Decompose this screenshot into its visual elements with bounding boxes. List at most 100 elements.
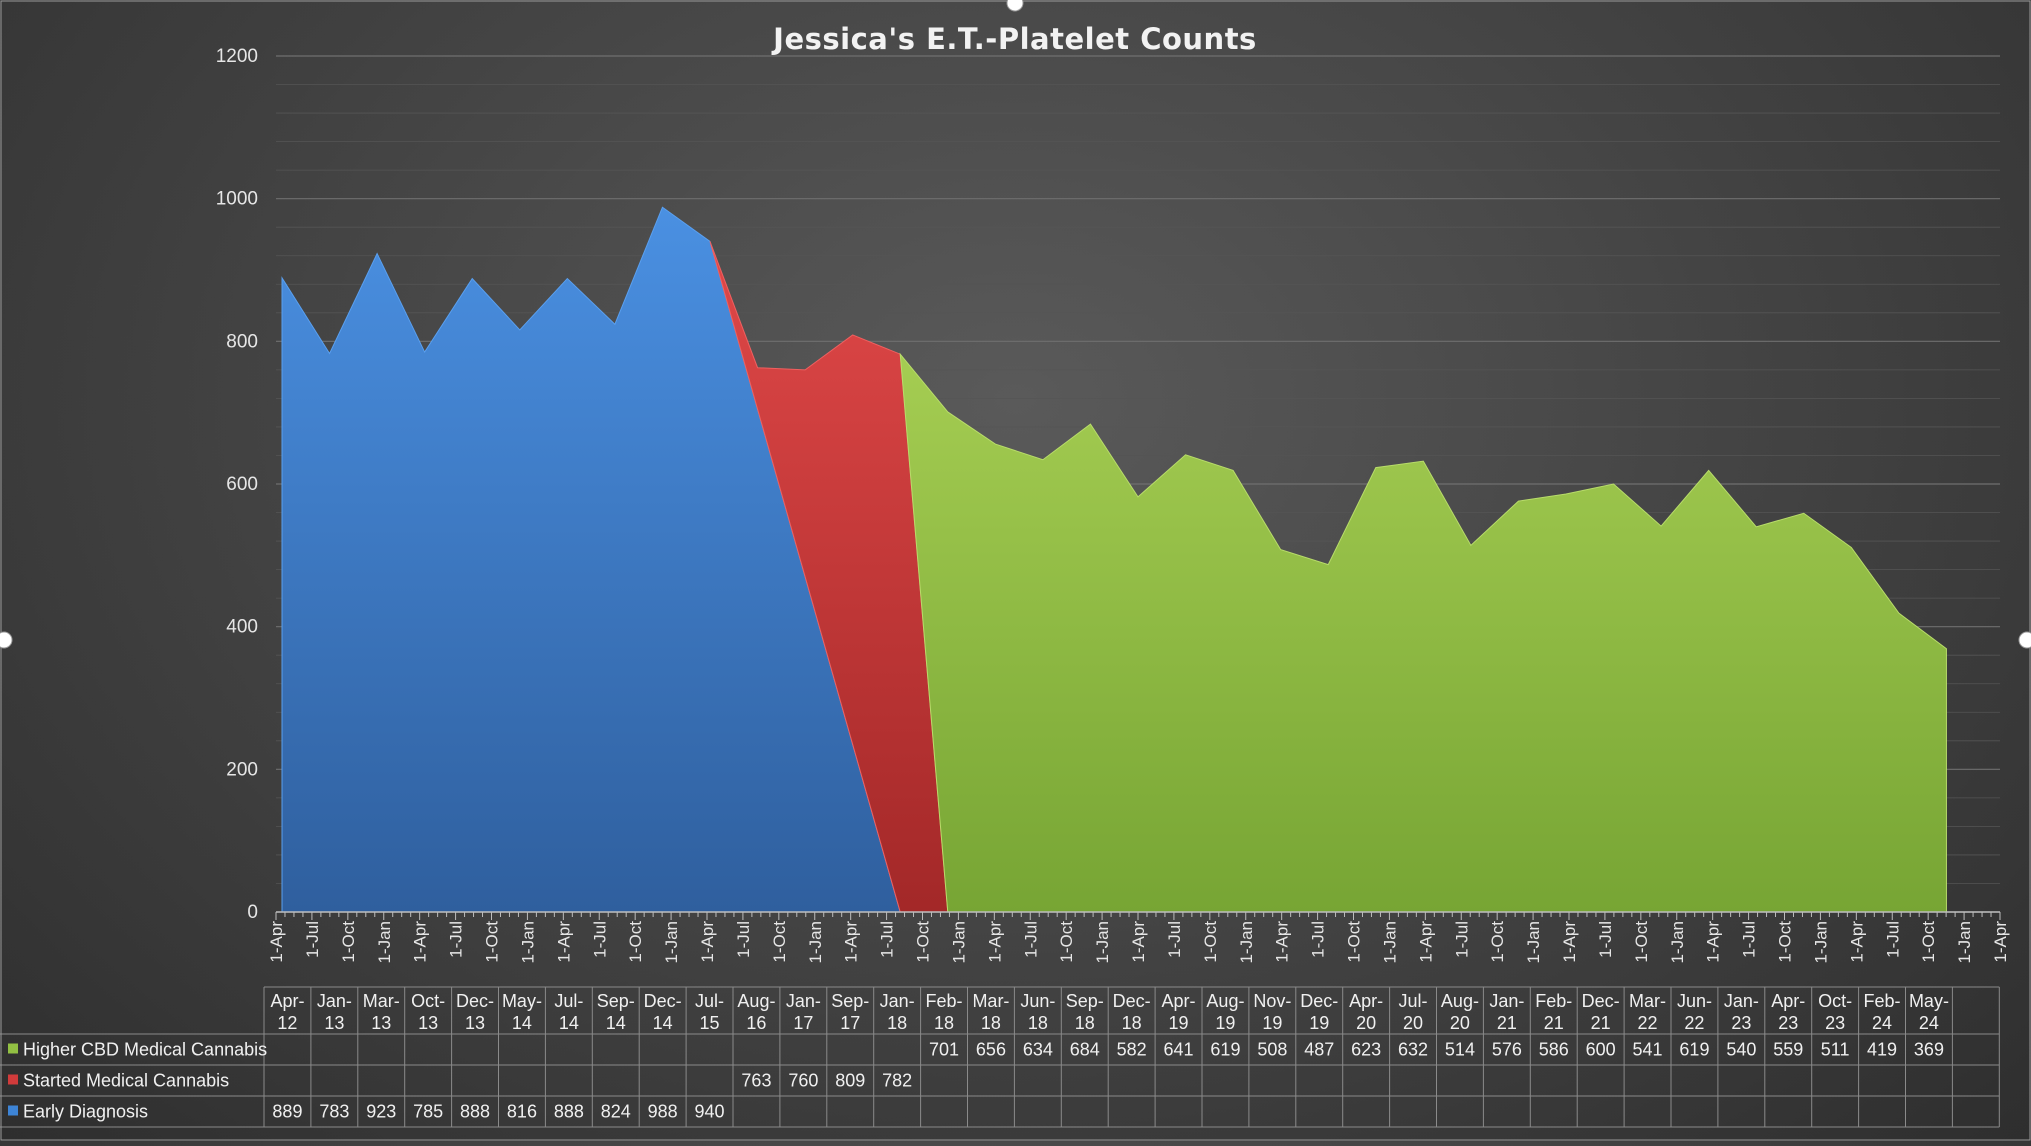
table-header-month: Sep- (831, 991, 869, 1011)
table-header-month: Dec- (456, 991, 494, 1011)
x-tick-label: 1-Apr (1847, 921, 1866, 963)
table-header-month: Oct- (411, 991, 445, 1011)
x-tick-label: 1-Apr (411, 921, 430, 963)
table-header-year: 13 (371, 1013, 391, 1033)
area-series (281, 206, 1947, 913)
table-header-year: 24 (1919, 1013, 1939, 1033)
y-tick-label: 200 (226, 759, 258, 780)
table-header-month: May- (502, 991, 542, 1011)
table-cell-value: 783 (319, 1102, 349, 1122)
x-tick-label: 1-Oct (1488, 921, 1507, 963)
x-tick-label: 1-Oct (339, 921, 358, 963)
x-tick-label: 1-Jan (1237, 921, 1256, 964)
table-header-year: 21 (1544, 1013, 1564, 1033)
table-cell-value: 540 (1726, 1040, 1756, 1060)
x-tick-label: 1-Jan (806, 921, 825, 964)
table-header-month: Jul- (695, 991, 724, 1011)
table-header-month: May- (1909, 991, 1949, 1011)
table-header-year: 13 (418, 1013, 438, 1033)
table-header-year: 20 (1450, 1013, 1470, 1033)
table-header-month: Dec- (1113, 991, 1151, 1011)
x-tick-label: 1-Oct (626, 921, 645, 963)
table-header-month: Jun- (1020, 991, 1055, 1011)
resize-handle[interactable] (0, 631, 13, 649)
table-header-year: 21 (1497, 1013, 1517, 1033)
table-cell-value: 559 (1773, 1040, 1803, 1060)
table-header-month: Feb- (1864, 991, 1901, 1011)
legend-label: Higher CBD Medical Cannabis (23, 1040, 267, 1060)
x-tick-label: 1-Jul (1165, 921, 1184, 958)
table-header-month: Apr- (270, 991, 304, 1011)
x-tick-label: 1-Oct (1345, 921, 1364, 963)
table-cell-value: 701 (929, 1040, 959, 1060)
table-cell-value: 369 (1914, 1040, 1944, 1060)
x-tick-label: 1-Apr (698, 921, 717, 963)
legend-key (8, 1074, 18, 1085)
x-tick-label: 1-Jan (518, 921, 537, 964)
x-tick-label: 1-Oct (1057, 921, 1076, 963)
table-header-year: 20 (1403, 1013, 1423, 1033)
table-cell-value: 511 (1821, 1040, 1850, 1060)
table-header-year: 19 (1309, 1013, 1329, 1033)
x-tick-label: 1-Apr (267, 921, 286, 963)
table-cell-value: 514 (1445, 1040, 1475, 1060)
table-cell-value: 619 (1210, 1040, 1240, 1060)
table-header-year: 15 (700, 1013, 720, 1033)
x-tick-label: 1-Apr (1991, 921, 2010, 963)
table-header-year: 18 (1122, 1013, 1142, 1033)
x-tick-label: 1-Oct (483, 921, 502, 963)
x-tick-label: 1-Apr (1704, 921, 1723, 963)
x-tick-label: 1-Apr (1560, 921, 1579, 963)
table-cell-value: 419 (1867, 1040, 1897, 1060)
resize-handle[interactable] (1006, 0, 1024, 12)
table-header-year: 23 (1731, 1013, 1751, 1033)
table-header-year: 12 (277, 1013, 297, 1033)
x-tick-label: 1-Oct (914, 921, 933, 963)
x-tick-label: 1-Jul (1596, 921, 1615, 958)
x-tick-label: 1-Apr (554, 921, 573, 963)
series-area-higher-cbd (899, 352, 1947, 913)
table-cell-value: 809 (835, 1071, 865, 1091)
x-tick-label: 1-Apr (842, 921, 861, 963)
table-cell-value: 619 (1679, 1040, 1709, 1060)
table-header-year: 14 (606, 1013, 626, 1033)
y-tick-label: 1200 (216, 46, 258, 67)
table-header-month: Feb- (926, 991, 963, 1011)
x-tick-label: 1-Jul (1309, 921, 1328, 958)
table-header-month: Apr- (1349, 991, 1383, 1011)
x-tick-label: 1-Jan (1093, 921, 1112, 964)
table-header-month: Jan- (317, 991, 352, 1011)
table-cell-value: 641 (1164, 1040, 1194, 1060)
table-header-month: Jul- (1399, 991, 1428, 1011)
table-header-year: 13 (465, 1013, 485, 1033)
resize-handle[interactable] (2018, 631, 2031, 649)
x-tick-label: 1-Jul (1740, 921, 1759, 958)
y-tick-label: 600 (226, 474, 258, 495)
table-cell-value: 684 (1070, 1040, 1100, 1060)
y-tick-label: 800 (226, 331, 258, 352)
legend-label: Started Medical Cannabis (23, 1071, 229, 1091)
table-cell-value: 634 (1023, 1040, 1053, 1060)
x-tick-label: 1-Jan (1524, 921, 1543, 964)
table-header-year: 17 (840, 1013, 860, 1033)
table-header-year: 14 (653, 1013, 673, 1033)
table-header-year: 14 (559, 1013, 579, 1033)
table-header-year: 18 (934, 1013, 954, 1033)
table-header-year: 24 (1872, 1013, 1892, 1033)
table-cell-value: 656 (976, 1040, 1006, 1060)
table-header-month: Jan- (880, 991, 915, 1011)
table-cell-value: 600 (1586, 1040, 1616, 1060)
table-header-year: 18 (887, 1013, 907, 1033)
x-tick-label: 1-Oct (1632, 921, 1651, 963)
table-header-month: Jan- (1489, 991, 1524, 1011)
table-header-month: Jun- (1677, 991, 1712, 1011)
x-tick-label: 1-Jan (375, 921, 394, 964)
table-header-month: Nov- (1253, 991, 1291, 1011)
table-cell-value: 632 (1398, 1040, 1428, 1060)
legend-key (8, 1105, 18, 1116)
y-tick-label: 400 (226, 617, 258, 638)
table-header-year: 17 (793, 1013, 813, 1033)
